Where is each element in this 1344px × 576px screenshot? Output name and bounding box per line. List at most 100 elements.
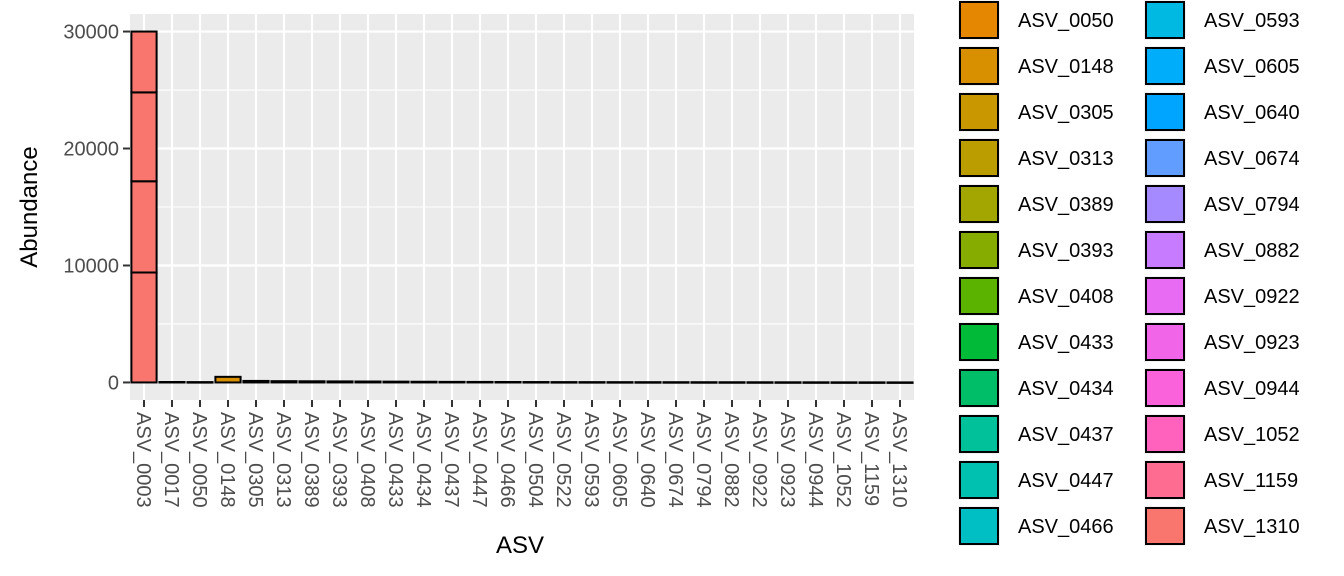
x-tick-label: ASV_0605 (608, 412, 630, 508)
x-tick-label: ASV_0017 (160, 412, 182, 508)
x-tick-label: ASV_0923 (776, 412, 798, 508)
x-tick-label: ASV_1159 (860, 412, 882, 506)
x-tick-label: ASV_0313 (272, 412, 294, 508)
legend-swatch (959, 369, 999, 407)
legend-swatch (959, 323, 999, 361)
bar-segment (830, 381, 858, 384)
bar-segment (242, 379, 270, 384)
legend-swatch (1145, 139, 1185, 177)
x-tick-label: ASV_0640 (636, 412, 658, 508)
bar-segment (858, 381, 886, 384)
bar-segment (466, 380, 494, 384)
legend-swatch (959, 277, 999, 315)
legend-label: ASV_0313 (1018, 148, 1114, 170)
bar-segment (130, 30, 158, 94)
legend-swatch (1145, 185, 1185, 223)
bar-segment (214, 375, 242, 384)
x-tick-label: ASV_0408 (356, 412, 378, 508)
bar-segment (718, 381, 746, 384)
x-tick-label: ASV_1310 (888, 412, 910, 508)
bar-segment (354, 380, 382, 384)
grid-minor (130, 89, 914, 325)
legend-swatch (959, 415, 999, 453)
x-tick-label: ASV_0466 (496, 412, 518, 508)
legend-label: ASV_1052 (1204, 424, 1300, 446)
bar-segment (298, 380, 326, 384)
legend-label: ASV_0674 (1204, 148, 1300, 170)
x-tick-label: ASV_0434 (412, 412, 434, 508)
y-tick-label: 0 (108, 372, 119, 394)
x-axis-title: ASV (496, 532, 544, 559)
legend-label: ASV_0922 (1204, 286, 1300, 308)
x-tick-label: ASV_0522 (552, 412, 574, 508)
bar-segment (130, 271, 158, 384)
bar-segment (774, 381, 802, 384)
legend-label: ASV_0305 (1018, 102, 1114, 124)
legend-swatch (1145, 231, 1185, 269)
legend-label: ASV_0923 (1204, 332, 1300, 354)
legend-swatch (959, 461, 999, 499)
x-tick-label: ASV_0674 (664, 412, 686, 508)
legend-label: ASV_0434 (1018, 378, 1114, 400)
y-tick-label: 30000 (63, 22, 119, 44)
grid-major (130, 14, 914, 400)
x-tick-label: ASV_1052 (832, 412, 854, 508)
x-tick-label: ASV_0944 (804, 412, 826, 508)
bar-segment (270, 380, 298, 384)
x-tick-label: ASV_0794 (692, 412, 714, 508)
legend-swatch (1145, 1, 1185, 39)
legend-swatch (959, 139, 999, 177)
x-tick-label: ASV_0050 (188, 412, 210, 508)
x-tick-label: ASV_0393 (328, 412, 350, 508)
legend-swatch (1145, 461, 1185, 499)
x-tick-label: ASV_0389 (300, 412, 322, 508)
bar-segment (662, 381, 690, 384)
legend-swatch (1145, 323, 1185, 361)
bar-segment (186, 381, 214, 384)
legend-label: ASV_0466 (1018, 516, 1114, 538)
bar-segment (746, 381, 774, 384)
x-tick-label: ASV_0882 (720, 412, 742, 508)
y-tick-label: 20000 (63, 139, 119, 161)
x-tick-label: ASV_0433 (384, 412, 406, 508)
x-tick-label: ASV_0593 (580, 412, 602, 508)
x-tick-label: ASV_0305 (244, 412, 266, 508)
bar-segment (802, 381, 830, 384)
legend-swatch (959, 93, 999, 131)
bar-segment (382, 380, 410, 384)
legend-swatch (959, 507, 999, 545)
x-tick-label: ASV_0437 (440, 412, 462, 508)
bar-segment (578, 381, 606, 384)
bar-segment (410, 380, 438, 384)
bar-segment (438, 380, 466, 384)
bar-segment (130, 91, 158, 183)
x-tick-label: ASV_0148 (216, 412, 238, 508)
legend-swatch (959, 185, 999, 223)
legend-label: ASV_0882 (1204, 240, 1300, 262)
bar-segment (158, 380, 186, 384)
legend: ASV_0050 ASV_0148 ASV_0305 ASV_0313 ASV_0389… (958, 0, 1300, 546)
legend-label: ASV_0389 (1018, 194, 1114, 216)
legend-swatch (959, 1, 999, 39)
x-tick-label: ASV_0003 (132, 412, 154, 508)
legend-label: ASV_0433 (1018, 332, 1114, 354)
legend-swatch (1145, 507, 1185, 545)
bar-segment (326, 380, 354, 384)
legend-label: ASV_0050 (1018, 10, 1114, 32)
legend-label: ASV_1159 (1204, 470, 1298, 492)
bar-segment (886, 381, 914, 384)
x-tick-label: ASV_0922 (748, 412, 770, 508)
legend-swatch (1145, 93, 1185, 131)
y-tick-label: 10000 (63, 255, 119, 277)
bar-segment (690, 381, 718, 384)
bar-segment (550, 381, 578, 384)
legend-label: ASV_0393 (1018, 240, 1114, 262)
legend-label: ASV_0148 (1018, 56, 1114, 78)
legend-label: ASV_1310 (1204, 516, 1300, 538)
y-axis-title: Abundance (16, 146, 43, 267)
x-tick-label: ASV_0447 (468, 412, 490, 508)
legend-label: ASV_0437 (1018, 424, 1114, 446)
legend-label: ASV_0593 (1204, 10, 1300, 32)
bar-segment (130, 180, 158, 274)
legend-swatch (1145, 369, 1185, 407)
